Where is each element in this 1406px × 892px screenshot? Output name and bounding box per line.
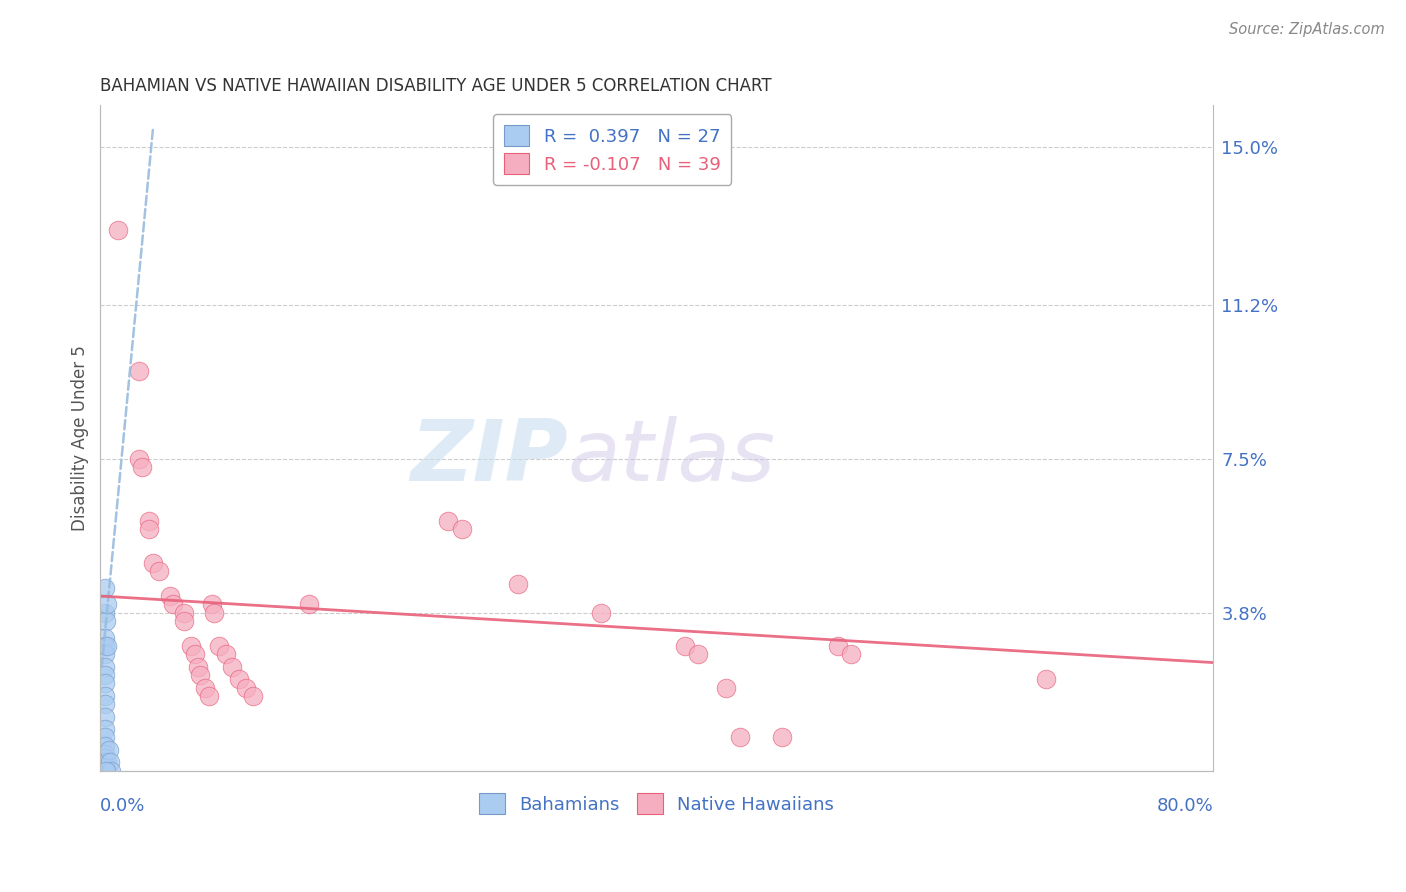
Point — [142, 556, 165, 570]
Point — [827, 639, 849, 653]
Point — [221, 659, 243, 673]
Point — [93, 731, 115, 745]
Point — [770, 731, 793, 745]
Text: BAHAMIAN VS NATIVE HAWAIIAN DISABILITY AGE UNDER 5 CORRELATION CHART: BAHAMIAN VS NATIVE HAWAIIAN DISABILITY A… — [100, 78, 772, 95]
Text: Source: ZipAtlas.com: Source: ZipAtlas.com — [1229, 22, 1385, 37]
Point — [728, 731, 751, 745]
Point — [591, 606, 613, 620]
Point — [190, 668, 212, 682]
Point — [93, 659, 115, 673]
Point — [93, 697, 115, 711]
Point — [98, 756, 121, 770]
Point — [93, 668, 115, 682]
Point — [93, 581, 115, 595]
Point — [93, 631, 115, 645]
Point — [131, 460, 153, 475]
Point — [688, 647, 710, 661]
Point — [841, 647, 863, 661]
Point — [159, 589, 181, 603]
Y-axis label: Disability Age Under 5: Disability Age Under 5 — [72, 345, 89, 531]
Point — [202, 606, 225, 620]
Point — [93, 722, 115, 736]
Point — [93, 759, 115, 773]
Point — [96, 598, 118, 612]
Point — [93, 709, 115, 723]
Point — [93, 606, 115, 620]
Point — [207, 639, 229, 653]
Point — [184, 647, 207, 661]
Point — [100, 764, 122, 778]
Legend: Bahamians, Native Hawaiians: Bahamians, Native Hawaiians — [472, 786, 841, 822]
Text: atlas: atlas — [568, 417, 776, 500]
Point — [128, 364, 150, 378]
Point — [242, 689, 264, 703]
Point — [201, 598, 224, 612]
Point — [451, 523, 474, 537]
Point — [138, 523, 160, 537]
Text: ZIP: ZIP — [411, 417, 568, 500]
Point — [93, 647, 115, 661]
Point — [93, 676, 115, 690]
Point — [93, 756, 115, 770]
Point — [198, 689, 221, 703]
Point — [97, 743, 120, 757]
Point — [96, 756, 118, 770]
Point — [173, 606, 195, 620]
Point — [93, 639, 115, 653]
Point — [173, 614, 195, 628]
Point — [235, 681, 257, 695]
Point — [93, 747, 115, 761]
Text: 80.0%: 80.0% — [1156, 797, 1213, 815]
Point — [716, 681, 738, 695]
Point — [214, 647, 236, 661]
Point — [437, 514, 460, 528]
Point — [194, 681, 217, 695]
Point — [506, 576, 529, 591]
Point — [1035, 672, 1057, 686]
Point — [180, 639, 202, 653]
Point — [228, 672, 250, 686]
Point — [148, 564, 170, 578]
Point — [298, 598, 321, 612]
Point — [187, 659, 209, 673]
Text: 0.0%: 0.0% — [100, 797, 146, 815]
Point — [673, 639, 696, 653]
Point — [107, 223, 129, 237]
Point — [162, 598, 184, 612]
Point — [94, 764, 117, 778]
Point — [93, 739, 115, 753]
Point — [93, 689, 115, 703]
Point — [93, 751, 115, 765]
Point — [96, 639, 118, 653]
Point — [94, 614, 117, 628]
Point — [138, 514, 160, 528]
Point — [93, 764, 115, 778]
Point — [128, 451, 150, 466]
